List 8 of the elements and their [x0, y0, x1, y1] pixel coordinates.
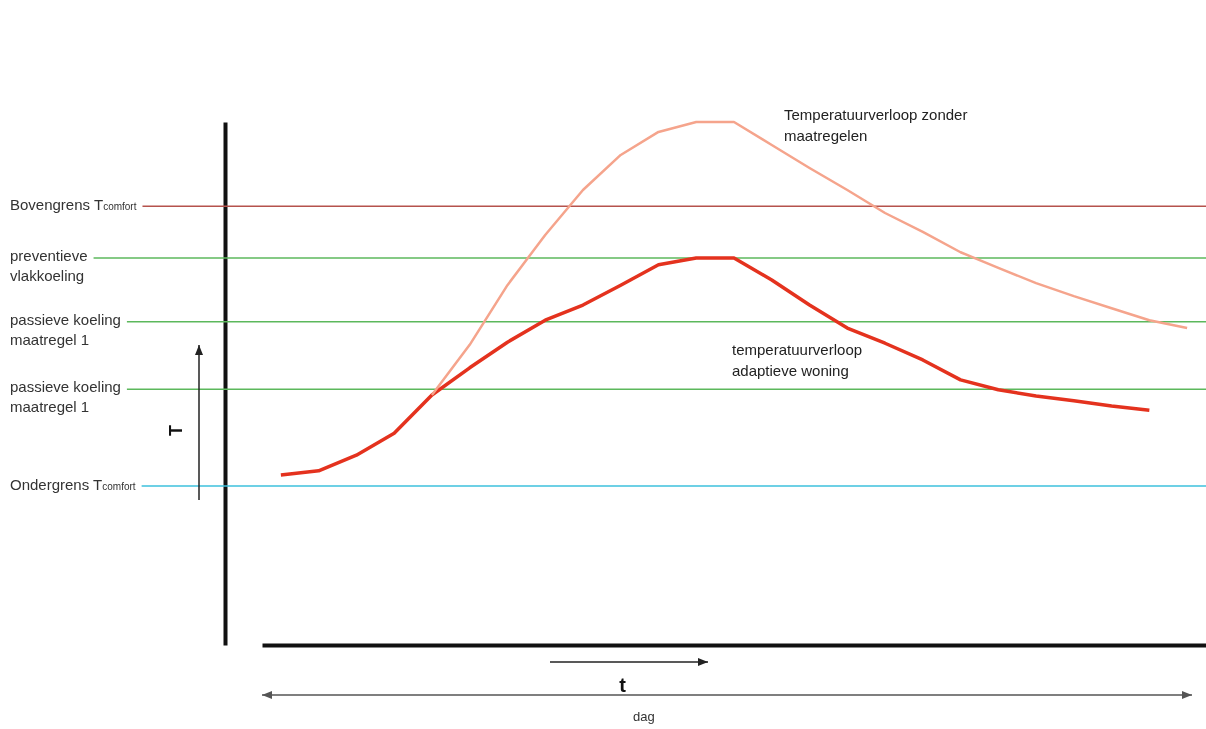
ref-line-label: preventieve vlakkoeling: [10, 245, 88, 286]
series-label: temperatuurverloop adaptieve woning: [732, 340, 863, 379]
series-label: Temperatuurverloop zonder maatregelen: [784, 106, 968, 144]
ref-line-label: passieve koeling maatregel 1: [10, 377, 121, 418]
ref-line-label: passieve koeling maatregel 1: [10, 309, 121, 350]
y-axis-title: T: [165, 425, 186, 436]
text: dag: [633, 709, 655, 724]
x-axis-title: t: [619, 673, 627, 696]
